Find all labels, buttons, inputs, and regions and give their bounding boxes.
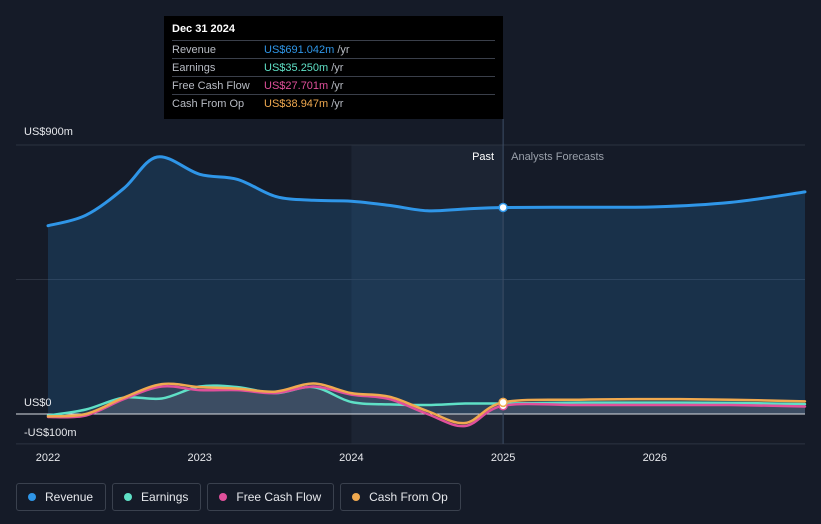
legend-item-free-cash-flow[interactable]: Free Cash Flow	[207, 483, 335, 511]
tooltip-date: Dec 31 2024	[172, 23, 235, 35]
tooltip-label: Revenue	[172, 43, 217, 56]
x-tick-label: 2024	[339, 452, 363, 464]
series-area-free-cash-flow	[48, 386, 805, 427]
series-marker-cash-from-op	[498, 397, 508, 408]
y-tick-label: US$900m	[24, 126, 73, 138]
past-label: Past	[472, 151, 494, 163]
tooltip-value: US$691.042m	[264, 43, 335, 56]
forecast-label: Analysts Forecasts	[511, 151, 604, 163]
tooltip-value: US$38.947m	[264, 97, 329, 110]
x-tick-label: 2026	[643, 452, 667, 464]
tooltip-row-earnings: Earnings US$35.250m /yr	[172, 58, 495, 76]
tooltip-unit: /yr	[331, 61, 344, 74]
series-line-earnings	[46, 384, 807, 417]
tooltip-row-free-cash-flow: Free Cash Flow US$27.701m /yr	[172, 76, 495, 94]
legend-item-earnings[interactable]: Earnings	[112, 483, 202, 511]
series-area-cash-from-op	[48, 383, 805, 424]
legend-label: Free Cash Flow	[236, 490, 322, 504]
legend-item-cash-from-op[interactable]: Cash From Op	[340, 483, 461, 511]
legend-dot-icon	[352, 493, 361, 501]
tooltip-label: Cash From Op	[172, 97, 245, 110]
x-tick-label: 2025	[491, 452, 515, 464]
series-line-cash-from-op	[46, 382, 807, 425]
x-tick-label: 2023	[187, 452, 211, 464]
tooltip-label: Earnings	[172, 61, 216, 74]
tooltip-unit: /yr	[331, 97, 344, 110]
y-tick-label: -US$100m	[24, 427, 77, 439]
series-marker-revenue	[498, 202, 508, 213]
y-tick-label: US$0	[24, 397, 52, 409]
tooltip-value: US$35.250m	[264, 61, 329, 74]
series-line-revenue	[46, 155, 807, 228]
legend-label: Revenue	[45, 490, 94, 504]
legend-dot-icon	[124, 493, 133, 501]
legend-dot-icon	[28, 493, 36, 501]
tooltip-value: US$27.701m	[264, 79, 329, 92]
series-area-revenue	[48, 156, 805, 414]
legend-label: Earnings	[141, 490, 189, 504]
tooltip-row-revenue: Revenue US$691.042m /yr	[172, 40, 495, 58]
series-line-free-cash-flow	[46, 384, 807, 428]
chart-legend: Revenue Earnings Free Cash Flow Cash Fro…	[16, 483, 461, 511]
x-tick-label: 2022	[36, 452, 60, 464]
tooltip-unit: /yr	[337, 43, 350, 56]
legend-item-revenue[interactable]: Revenue	[16, 483, 107, 511]
legend-label: Cash From Op	[369, 490, 448, 504]
series-area-earnings	[48, 385, 805, 416]
tooltip-unit: /yr	[331, 79, 344, 92]
tooltip-label: Free Cash Flow	[172, 79, 250, 92]
legend-dot-icon	[219, 493, 228, 501]
tooltip: Dec 31 2024 Revenue US$691.042m /yr Earn…	[164, 16, 503, 119]
tooltip-row-cash-from-op: Cash From Op US$38.947m /yr	[172, 94, 495, 112]
